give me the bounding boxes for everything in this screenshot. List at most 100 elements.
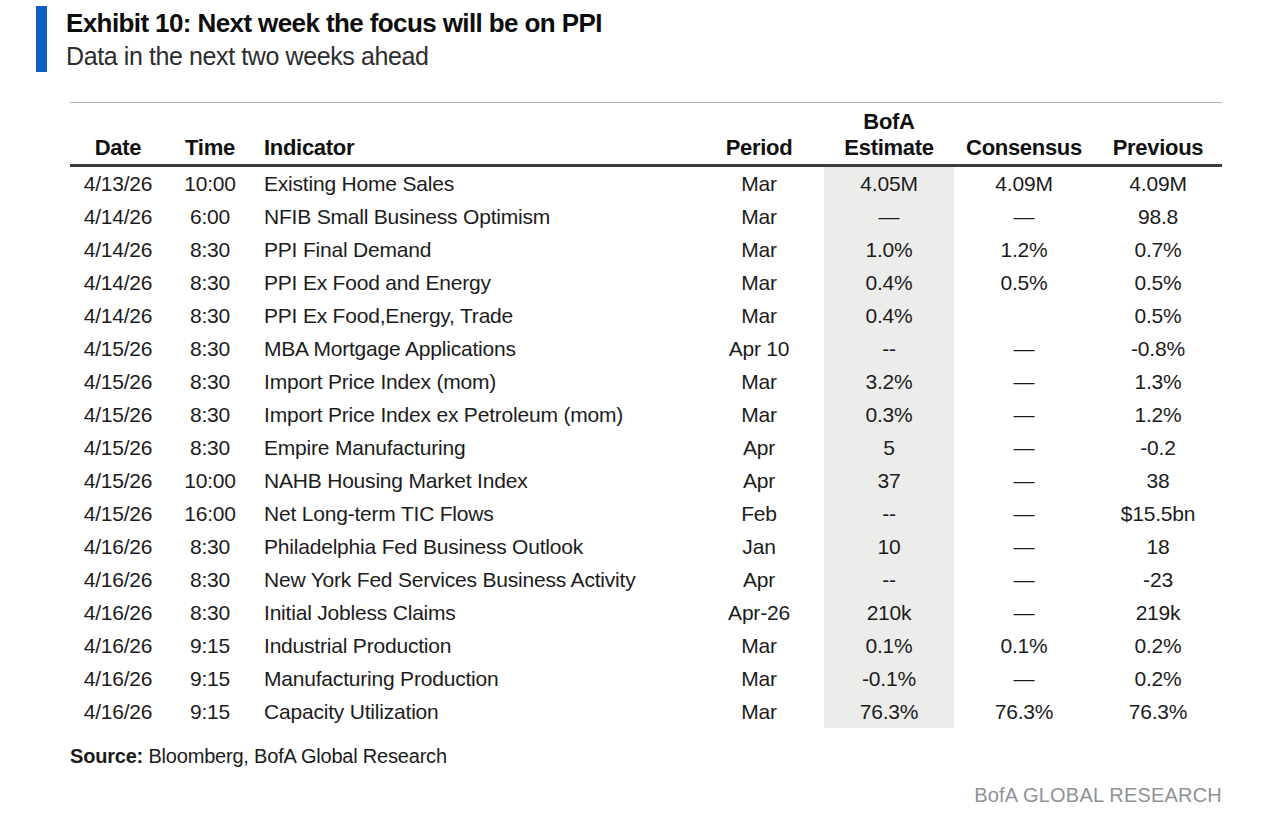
cell-consensus: — [954, 464, 1094, 497]
cell-period: Mar [694, 629, 824, 662]
cell-indicator: NFIB Small Business Optimism [254, 200, 694, 233]
column-header-consensus: Consensus [954, 103, 1094, 166]
cell-previous: -0.8% [1094, 332, 1222, 365]
cell-period: Apr 10 [694, 332, 824, 365]
cell-date: 4/15/26 [70, 332, 166, 365]
cell-consensus: 76.3% [954, 695, 1094, 728]
cell-date: 4/15/26 [70, 431, 166, 464]
cell-bofa-estimate: -- [824, 563, 954, 596]
cell-consensus: — [954, 596, 1094, 629]
cell-period: Mar [694, 365, 824, 398]
cell-previous: 0.7% [1094, 233, 1222, 266]
cell-bofa-estimate: 0.4% [824, 299, 954, 332]
cell-date: 4/14/26 [70, 200, 166, 233]
footer-brand: BofA GLOBAL RESEARCH [0, 784, 1222, 807]
cell-bofa-estimate: 0.1% [824, 629, 954, 662]
cell-consensus: — [954, 497, 1094, 530]
exhibit-titles: Exhibit 10: Next week the focus will be … [66, 6, 602, 72]
column-header-previous: Previous [1094, 103, 1222, 166]
cell-date: 4/13/26 [70, 166, 166, 201]
cell-indicator: New York Fed Services Business Activity [254, 563, 694, 596]
cell-period: Feb [694, 497, 824, 530]
cell-indicator: PPI Ex Food and Energy [254, 266, 694, 299]
cell-date: 4/15/26 [70, 464, 166, 497]
cell-bofa-estimate: 3.2% [824, 365, 954, 398]
table-row: 4/16/269:15Manufacturing ProductionMar-0… [70, 662, 1222, 695]
cell-period: Mar [694, 695, 824, 728]
cell-previous: 1.2% [1094, 398, 1222, 431]
cell-consensus: — [954, 332, 1094, 365]
cell-period: Mar [694, 398, 824, 431]
table-row: 4/15/268:30MBA Mortgage ApplicationsApr … [70, 332, 1222, 365]
source-label: Source: [70, 745, 143, 767]
cell-consensus: — [954, 530, 1094, 563]
cell-indicator: Initial Jobless Claims [254, 596, 694, 629]
cell-date: 4/16/26 [70, 530, 166, 563]
table-row: 4/14/268:30PPI Ex Food and EnergyMar0.4%… [70, 266, 1222, 299]
cell-date: 4/16/26 [70, 596, 166, 629]
exhibit-title: Exhibit 10: Next week the focus will be … [66, 6, 602, 40]
cell-indicator: Net Long-term TIC Flows [254, 497, 694, 530]
cell-date: 4/16/26 [70, 662, 166, 695]
table-row: 4/14/268:30PPI Final DemandMar1.0%1.2%0.… [70, 233, 1222, 266]
cell-consensus: — [954, 431, 1094, 464]
cell-previous: 0.2% [1094, 662, 1222, 695]
cell-indicator: Import Price Index (mom) [254, 365, 694, 398]
cell-previous: 76.3% [1094, 695, 1222, 728]
cell-period: Mar [694, 299, 824, 332]
cell-date: 4/15/26 [70, 398, 166, 431]
report-page: Exhibit 10: Next week the focus will be … [0, 6, 1280, 807]
cell-date: 4/16/26 [70, 563, 166, 596]
cell-period: Mar [694, 662, 824, 695]
cell-bofa-estimate: 37 [824, 464, 954, 497]
source-text: Bloomberg, BofA Global Research [148, 745, 446, 767]
cell-time: 6:00 [166, 200, 254, 233]
cell-indicator: NAHB Housing Market Index [254, 464, 694, 497]
table-row: 4/16/269:15Industrial ProductionMar0.1%0… [70, 629, 1222, 662]
cell-date: 4/15/26 [70, 365, 166, 398]
table-row: 4/16/269:15Capacity UtilizationMar76.3%7… [70, 695, 1222, 728]
cell-time: 9:15 [166, 662, 254, 695]
cell-previous: 0.5% [1094, 266, 1222, 299]
cell-previous: -0.2 [1094, 431, 1222, 464]
cell-bofa-estimate: 4.05M [824, 166, 954, 201]
cell-indicator: PPI Ex Food,Energy, Trade [254, 299, 694, 332]
cell-time: 8:30 [166, 398, 254, 431]
cell-consensus: — [954, 662, 1094, 695]
table-header: DateTimeIndicatorPeriodBofA EstimateCons… [70, 103, 1222, 166]
cell-period: Jan [694, 530, 824, 563]
cell-bofa-estimate: 76.3% [824, 695, 954, 728]
cell-previous: 219k [1094, 596, 1222, 629]
cell-consensus: 0.1% [954, 629, 1094, 662]
table-row: 4/16/268:30Initial Jobless ClaimsApr-262… [70, 596, 1222, 629]
cell-date: 4/16/26 [70, 695, 166, 728]
table-row: 4/14/266:00NFIB Small Business OptimismM… [70, 200, 1222, 233]
cell-bofa-estimate: — [824, 200, 954, 233]
cell-bofa-estimate: 0.3% [824, 398, 954, 431]
cell-time: 8:30 [166, 431, 254, 464]
cell-consensus: 4.09M [954, 166, 1094, 201]
cell-indicator: Philadelphia Fed Business Outlook [254, 530, 694, 563]
cell-period: Apr-26 [694, 596, 824, 629]
cell-previous: 98.8 [1094, 200, 1222, 233]
table-row: 4/15/268:30Empire ManufacturingApr5—-0.2 [70, 431, 1222, 464]
cell-period: Mar [694, 166, 824, 201]
cell-period: Mar [694, 200, 824, 233]
column-header-time: Time [166, 103, 254, 166]
cell-consensus: — [954, 200, 1094, 233]
cell-time: 8:30 [166, 530, 254, 563]
cell-indicator: MBA Mortgage Applications [254, 332, 694, 365]
cell-consensus [954, 299, 1094, 332]
cell-consensus: — [954, 365, 1094, 398]
table-row: 4/16/268:30New York Fed Services Busines… [70, 563, 1222, 596]
column-header-date: Date [70, 103, 166, 166]
table-row: 4/16/268:30Philadelphia Fed Business Out… [70, 530, 1222, 563]
table-row: 4/13/2610:00Existing Home SalesMar4.05M4… [70, 166, 1222, 201]
cell-time: 8:30 [166, 299, 254, 332]
cell-date: 4/15/26 [70, 497, 166, 530]
cell-previous: 0.2% [1094, 629, 1222, 662]
cell-date: 4/14/26 [70, 299, 166, 332]
cell-indicator: Industrial Production [254, 629, 694, 662]
cell-consensus: 1.2% [954, 233, 1094, 266]
cell-indicator: Existing Home Sales [254, 166, 694, 201]
